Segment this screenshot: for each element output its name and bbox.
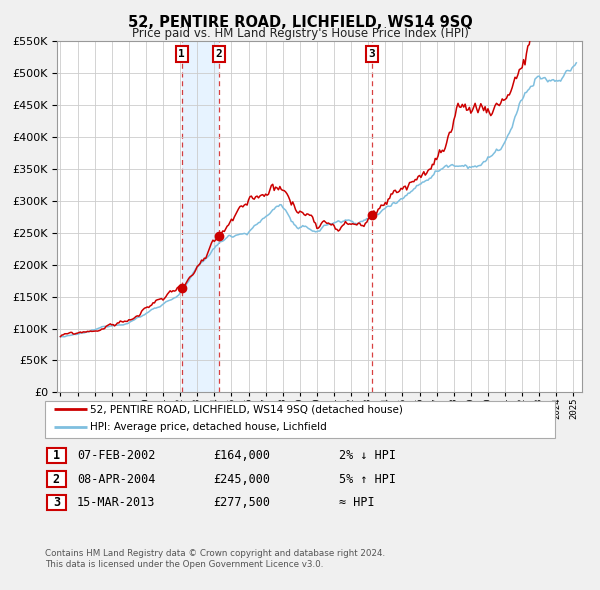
Text: Contains HM Land Registry data © Crown copyright and database right 2024.: Contains HM Land Registry data © Crown c… <box>45 549 385 558</box>
Text: £277,500: £277,500 <box>213 496 270 509</box>
Text: £245,000: £245,000 <box>213 473 270 486</box>
Text: 5% ↑ HPI: 5% ↑ HPI <box>339 473 396 486</box>
Text: ≈ HPI: ≈ HPI <box>339 496 374 509</box>
Text: 52, PENTIRE ROAD, LICHFIELD, WS14 9SQ: 52, PENTIRE ROAD, LICHFIELD, WS14 9SQ <box>128 15 472 30</box>
Text: 52, PENTIRE ROAD, LICHFIELD, WS14 9SQ (detached house): 52, PENTIRE ROAD, LICHFIELD, WS14 9SQ (d… <box>90 405 403 414</box>
Text: £164,000: £164,000 <box>213 449 270 462</box>
Text: 07-FEB-2002: 07-FEB-2002 <box>77 449 155 462</box>
Text: This data is licensed under the Open Government Licence v3.0.: This data is licensed under the Open Gov… <box>45 560 323 569</box>
Bar <box>182 41 219 392</box>
Text: Price paid vs. HM Land Registry's House Price Index (HPI): Price paid vs. HM Land Registry's House … <box>131 27 469 40</box>
Text: 2: 2 <box>215 49 223 59</box>
Text: 15-MAR-2013: 15-MAR-2013 <box>77 496 155 509</box>
Text: 1: 1 <box>53 449 60 462</box>
Text: 2% ↓ HPI: 2% ↓ HPI <box>339 449 396 462</box>
Text: HPI: Average price, detached house, Lichfield: HPI: Average price, detached house, Lich… <box>90 422 327 432</box>
Text: 3: 3 <box>368 49 375 59</box>
Text: 08-APR-2004: 08-APR-2004 <box>77 473 155 486</box>
Text: 3: 3 <box>53 496 60 509</box>
Text: 1: 1 <box>178 49 185 59</box>
Text: 2: 2 <box>53 473 60 486</box>
